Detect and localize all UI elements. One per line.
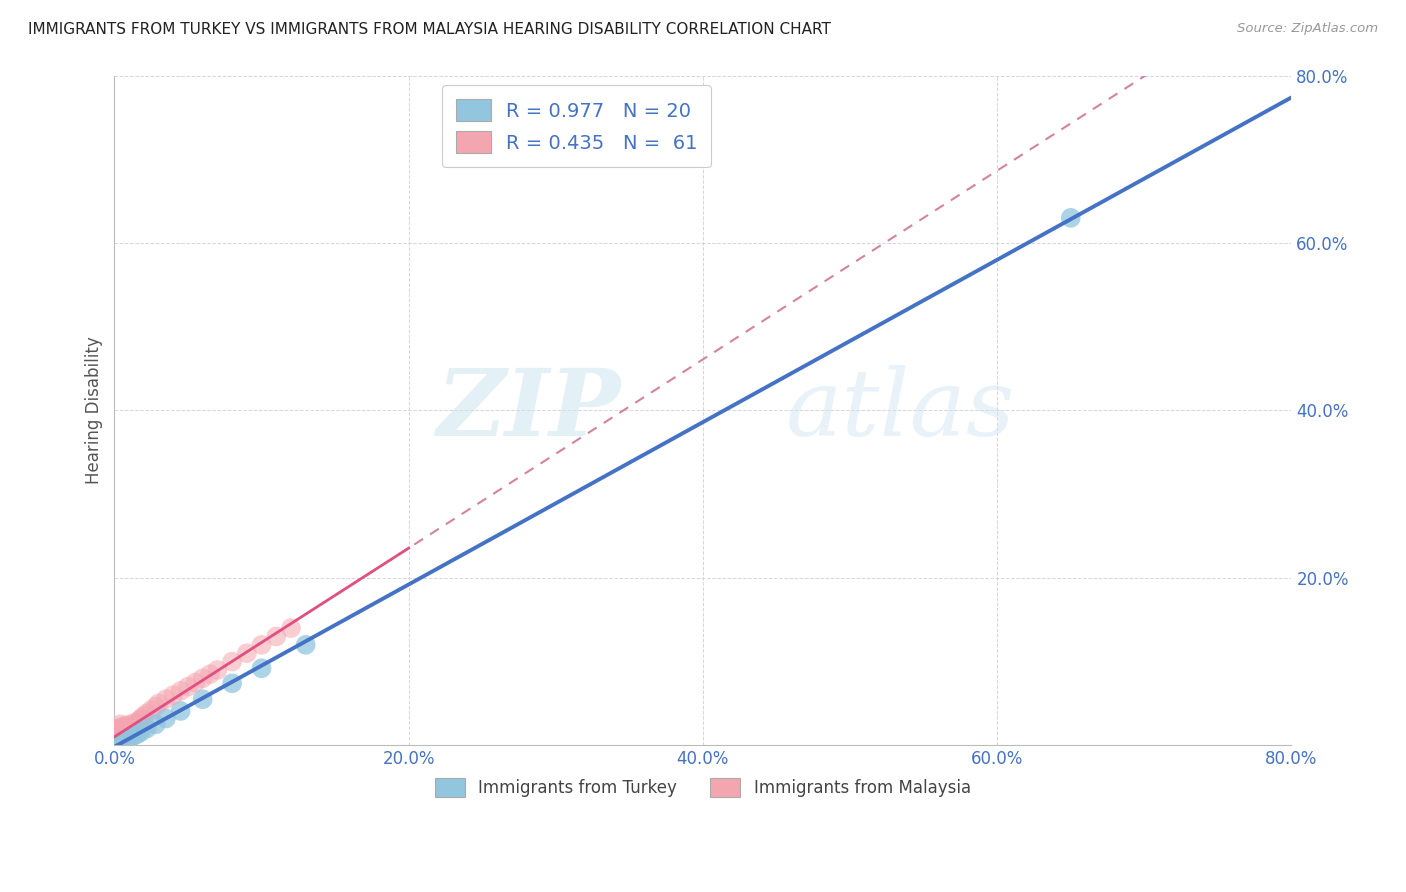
Point [129,711,152,725]
Point [145,699,167,714]
Point [191,671,214,685]
Point [115,727,138,741]
Point [114,720,136,734]
Point [120,718,142,732]
Point [115,718,138,732]
Point [122,720,145,734]
Point [111,727,134,741]
Point [121,722,143,736]
Point [198,667,221,681]
Point [118,720,141,734]
Point [112,734,135,748]
Point [135,722,157,736]
Point [294,638,316,652]
Point [112,722,135,736]
Point [250,661,273,675]
Point [191,692,214,706]
Point [111,735,134,749]
Text: Source: ZipAtlas.com: Source: ZipAtlas.com [1237,22,1378,36]
Point [114,728,136,742]
Point [221,676,243,690]
Point [141,703,163,717]
Point [111,724,134,739]
Point [120,723,142,738]
Y-axis label: Hearing Disability: Hearing Disability [86,336,103,484]
Point [112,730,135,744]
Point [105,730,128,744]
Point [112,725,135,739]
Point [184,675,207,690]
Point [104,731,127,746]
Point [110,722,132,736]
Point [135,706,157,721]
Point [162,688,184,702]
Point [128,713,150,727]
Point [264,630,287,644]
Point [121,729,143,743]
Point [108,725,131,739]
Point [110,731,132,746]
Point [117,731,139,746]
Point [127,726,149,740]
Point [118,725,141,739]
Point [108,732,131,747]
Point [280,621,302,635]
Text: atlas: atlas [786,366,1015,456]
Point [108,722,131,736]
Point [169,704,191,718]
Point [111,731,134,745]
Point [104,728,127,742]
Point [124,718,146,732]
Point [117,722,139,736]
Point [110,717,132,731]
Point [155,711,177,725]
Point [145,717,167,731]
Point [105,723,128,738]
Legend: Immigrants from Turkey, Immigrants from Malaysia: Immigrants from Turkey, Immigrants from … [429,772,977,804]
Point [114,724,136,739]
Point [169,684,191,698]
Point [115,723,138,738]
Point [250,638,273,652]
Point [105,733,128,747]
Point [118,731,141,745]
Point [108,729,131,743]
Point [132,709,155,723]
Point [177,680,200,694]
Point [115,732,138,747]
Point [124,728,146,742]
Point [207,663,229,677]
Point [111,720,134,734]
Point [155,692,177,706]
Point [108,737,131,751]
Point [129,725,152,739]
Text: ZIP: ZIP [436,366,620,456]
Text: IMMIGRANTS FROM TURKEY VS IMMIGRANTS FROM MALAYSIA HEARING DISABILITY CORRELATIO: IMMIGRANTS FROM TURKEY VS IMMIGRANTS FRO… [28,22,831,37]
Point [104,734,127,748]
Point [117,725,139,739]
Point [105,726,128,740]
Point [110,728,132,742]
Point [114,733,136,747]
Point [221,655,243,669]
Point [127,714,149,729]
Point [236,646,259,660]
Point [125,716,148,731]
Point [110,725,132,739]
Point [148,697,170,711]
Point [1060,211,1083,225]
Point [121,716,143,731]
